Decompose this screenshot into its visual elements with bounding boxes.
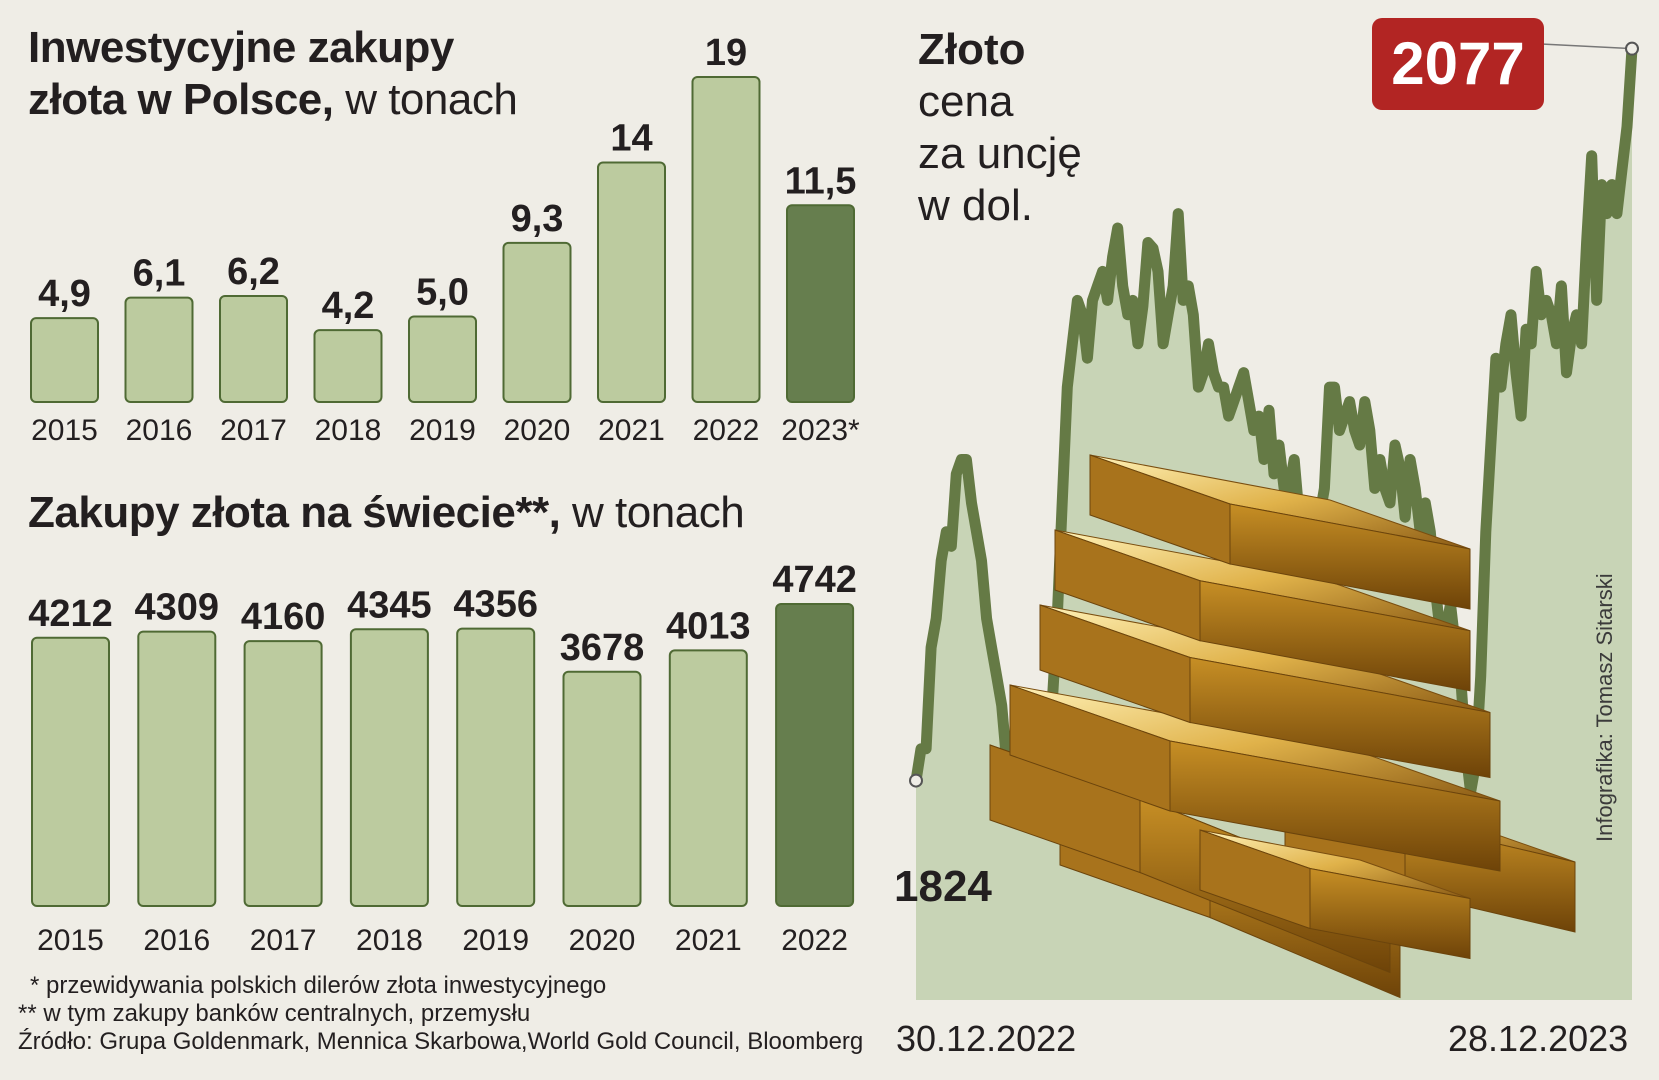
gold-subtitle-1: cena — [918, 77, 1014, 126]
world-category-label: 2021 — [675, 924, 742, 957]
poland-value-label: 14 — [610, 118, 652, 160]
poland-value-label: 5,0 — [416, 271, 469, 313]
poland-bar-2015 — [30, 317, 99, 403]
world-bar-2015 — [31, 636, 110, 907]
poland-category-label: 2016 — [126, 414, 193, 447]
gold-subtitle-2: za uncję — [918, 129, 1082, 178]
poland-bar-2020 — [502, 241, 572, 403]
poland-category-label: 2020 — [504, 414, 571, 447]
poland-category-label: 2018 — [315, 414, 382, 447]
world-bar-2022 — [775, 603, 855, 907]
world-bar-2019 — [456, 627, 536, 907]
poland-category-label: 2021 — [598, 414, 665, 447]
world-value-label: 3678 — [560, 627, 645, 669]
poland-value-label: 11,5 — [785, 160, 857, 202]
world-category-label: 2018 — [356, 924, 423, 957]
world-value-label: 4160 — [241, 596, 326, 638]
world-value-label: 4742 — [772, 559, 857, 601]
poland-title-line2: złota w Polsce, w tonach — [28, 74, 518, 126]
world-category-label: 2022 — [781, 924, 848, 957]
world-bar-2018 — [349, 628, 429, 908]
world-value-label: 4356 — [453, 584, 538, 626]
poland-value-label: 4,9 — [38, 273, 91, 315]
poland-value-label: 6,1 — [133, 253, 186, 295]
world-value-label: 4013 — [666, 605, 751, 647]
poland-bar-2022 — [691, 76, 761, 403]
world-chart-title: Zakupy złota na świecie**, w tonach — [28, 487, 745, 539]
gold-date-start: 30.12.2022 — [896, 1018, 1077, 1059]
poland-bar-2019 — [408, 315, 477, 404]
gold-subtitle-3: w dol. — [918, 181, 1033, 230]
gold-start-value: 1824 — [894, 862, 992, 911]
gold-end-value-badge: 2077 — [1372, 18, 1544, 110]
gold-bar-end — [1199, 829, 1311, 930]
poland-chart-title: Inwestycyjne zakupy złota w Polsce, w to… — [28, 22, 518, 126]
world-bar-2017 — [243, 640, 323, 908]
poland-bar-2018 — [313, 329, 383, 403]
gold-bar-end — [1089, 454, 1231, 565]
world-category-label: 2015 — [37, 924, 104, 957]
world-bar-chart: 4212 2015 4309 2016 4160 2017 4345 2018 4356 2019… — [28, 559, 857, 957]
world-title-bold: Zakupy złota na świecie**, — [28, 488, 561, 537]
gold-bar-end — [1039, 604, 1191, 724]
world-bar-2016 — [137, 630, 217, 907]
footnote-central-banks: ** w tym zakupy banków centralnych, prze… — [18, 1000, 531, 1027]
gold-title: Złoto — [918, 25, 1026, 74]
footnote-source: Źródło: Grupa Goldenmark, Mennica Skarbo… — [18, 1028, 864, 1055]
poland-bar-2016 — [124, 296, 194, 403]
gold-end-marker — [1625, 41, 1639, 56]
poland-category-label: 2017 — [220, 414, 287, 447]
poland-bar-2021 — [597, 161, 666, 403]
poland-bar-2017 — [219, 294, 288, 403]
world-category-label: 2016 — [143, 924, 210, 957]
infographic-credit: Infografika: Tomasz Sitarski — [1592, 573, 1617, 842]
gold-price-line-chart — [909, 39, 1639, 1000]
world-value-label: 4309 — [135, 587, 220, 629]
poland-bar-2023 — [786, 204, 855, 403]
gold-start-marker — [909, 773, 923, 788]
poland-category-label: 2022 — [693, 414, 760, 447]
poland-category-label: 2015 — [31, 414, 98, 447]
poland-category-label: 2023* — [781, 414, 860, 447]
gold-bars-illustration — [989, 454, 1576, 999]
world-category-label: 2019 — [462, 924, 529, 957]
world-bar-2021 — [668, 649, 748, 907]
world-value-label: 4345 — [347, 584, 432, 626]
poland-title-unit: w tonach — [333, 75, 518, 124]
world-value-label: 4212 — [28, 593, 113, 635]
poland-value-label: 6,2 — [227, 251, 280, 293]
world-category-label: 2017 — [250, 924, 317, 957]
gold-title-block: Złoto cena za uncję w dol. — [918, 24, 1082, 232]
footnote-forecast: * przewidywania polskich dilerów złota i… — [30, 972, 607, 999]
poland-title-line1: Inwestycyjne zakupy — [28, 23, 454, 72]
poland-value-label: 4,2 — [322, 285, 375, 327]
poland-value-label: 19 — [705, 32, 747, 74]
gold-bar-end — [1054, 529, 1201, 642]
world-category-label: 2020 — [569, 924, 636, 957]
poland-title-bold: złota w Polsce, — [28, 75, 334, 124]
world-title-unit: w tonach — [560, 488, 745, 537]
gold-date-end: 28.12.2023 — [1448, 1018, 1629, 1059]
poland-category-label: 2019 — [409, 414, 476, 447]
gold-bar-end — [1009, 684, 1171, 812]
poland-value-label: 9,3 — [511, 198, 564, 240]
poland-bar-chart: 4,9 2015 6,1 2016 6,2 2017 4,2 2018 5,0 2019 9,3 20… — [30, 32, 860, 447]
world-bar-2020 — [562, 670, 642, 907]
